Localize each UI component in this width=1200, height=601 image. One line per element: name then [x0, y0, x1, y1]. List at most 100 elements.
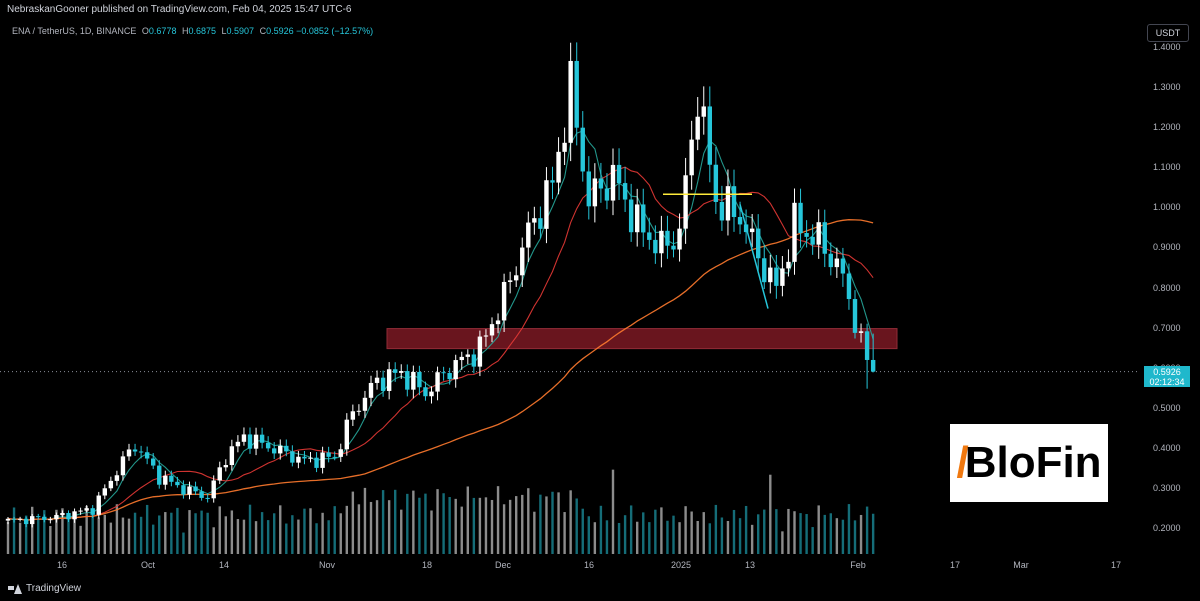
volume-bar [871, 513, 875, 554]
candle-body [411, 371, 416, 390]
ohlc-legend: ENA / TetherUS, 1D, BINANCE O0.6778 H0.6… [12, 26, 373, 36]
candle-body [677, 228, 682, 250]
candle-body [610, 164, 616, 201]
candle-body [447, 373, 452, 380]
volume-bar [853, 520, 857, 554]
candle-body [622, 183, 628, 200]
volume-bar [430, 510, 433, 554]
candle-body [30, 516, 35, 525]
candle-body [828, 253, 833, 268]
volume-bar [152, 524, 155, 554]
candle-body [241, 434, 247, 442]
volume-bar [484, 497, 488, 554]
candle-body [489, 324, 495, 336]
volume-bar [490, 499, 494, 554]
candle-body [368, 382, 374, 398]
candle-body [54, 515, 59, 520]
volume-bar [242, 519, 246, 554]
candle-body [695, 116, 700, 140]
candle-body [284, 445, 289, 452]
x-tick-label: Mar [1013, 560, 1029, 570]
candle-body [48, 519, 53, 521]
volume-bar [793, 511, 796, 554]
volume-bar [805, 514, 808, 554]
volume-bar [666, 520, 669, 554]
volume-bar [702, 512, 705, 554]
resistance-zone[interactable] [386, 328, 898, 350]
candle-body [393, 369, 398, 373]
candle-body [102, 488, 107, 496]
tradingview-logo[interactable]: TradingView [8, 583, 81, 594]
trend-line[interactable] [739, 204, 769, 309]
candle-body [834, 258, 840, 268]
volume-bar [97, 517, 100, 554]
volume-bar [170, 512, 173, 554]
candle-body [429, 391, 434, 397]
volume-bar [581, 508, 584, 554]
candle-body [290, 451, 295, 463]
candle-body [211, 480, 216, 499]
currency-unit-button[interactable]: USDT [1147, 24, 1189, 42]
volume-bar [73, 514, 76, 554]
candle-body [5, 518, 11, 521]
volume-bar [6, 522, 10, 554]
candle-body [272, 448, 277, 454]
candle-body [332, 456, 337, 458]
candle-body [151, 458, 156, 466]
candle-body [235, 441, 241, 447]
volume-bar [194, 513, 197, 554]
volume-bar [309, 508, 312, 554]
candle-body [749, 228, 755, 233]
volume-bar [726, 521, 730, 554]
bar-countdown: 02:12:34 [1149, 377, 1185, 387]
candle-body [786, 261, 791, 269]
volume-bar [369, 501, 373, 554]
volume-bar [31, 506, 34, 554]
candle-body [229, 446, 235, 466]
y-tick-label: 0.2000 [1153, 523, 1181, 533]
volume-bar [43, 510, 46, 554]
candle-body [774, 267, 779, 286]
volume-bar [351, 491, 355, 554]
volume-bar [648, 522, 651, 554]
volume-bar [757, 514, 760, 554]
candle-body [350, 411, 356, 420]
x-tick-label: 14 [218, 560, 230, 570]
volume-bar [115, 504, 119, 554]
volume-bar [176, 507, 179, 554]
ma-slow-line [7, 219, 874, 521]
volume-bar [617, 522, 621, 554]
candle-body [96, 495, 101, 515]
candle-body [380, 377, 386, 391]
y-tick-label: 0.4000 [1153, 442, 1181, 453]
volume-bar [575, 498, 578, 554]
last-price-tag: 0.5926 02:12:34 [1144, 366, 1190, 387]
tradingview-logo-text: TradingView [26, 583, 82, 594]
volume-bar [714, 504, 718, 554]
volume-bar [629, 505, 633, 554]
y-tick-label: 0.3000 [1153, 482, 1181, 493]
volume-bar [236, 519, 240, 554]
symbol-label[interactable]: ENA / TetherUS, 1D, BINANCE [12, 26, 137, 36]
blofin-slash-icon: / [956, 438, 969, 487]
volume-bar [515, 496, 518, 554]
candle-body [756, 228, 761, 259]
volume-bar [109, 522, 113, 554]
volume-bar [660, 507, 663, 554]
candle-body [386, 369, 392, 391]
candle-body [126, 449, 132, 457]
volume-bar [273, 513, 276, 554]
candle-body [544, 180, 549, 229]
candle-body [278, 445, 283, 454]
price-chart[interactable] [0, 20, 1140, 560]
candlesticks [5, 42, 876, 528]
candle-body [798, 202, 803, 234]
volume-bar [206, 512, 209, 554]
volume-bars [6, 469, 875, 554]
candle-body [144, 452, 150, 459]
volume-bar [333, 506, 336, 554]
volume-bar [266, 520, 270, 554]
volume-bar [406, 493, 409, 554]
volume-bar [145, 504, 149, 554]
publisher-info: NebraskanGooner published on TradingView… [7, 4, 352, 15]
